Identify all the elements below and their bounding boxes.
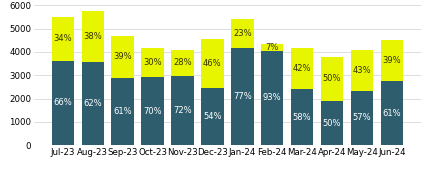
Text: 62%: 62% (83, 99, 102, 108)
Bar (291, 89, 313, 145)
Bar (351, 50, 373, 91)
Bar (261, 44, 283, 51)
Bar (142, 78, 164, 145)
Bar (171, 50, 194, 76)
Text: 30%: 30% (143, 58, 162, 67)
Text: 39%: 39% (113, 52, 132, 61)
Bar (171, 76, 194, 145)
Text: 50%: 50% (323, 74, 341, 83)
Text: 50%: 50% (323, 118, 341, 127)
Bar (261, 51, 283, 145)
Bar (321, 101, 343, 145)
Text: 72%: 72% (173, 106, 192, 115)
Bar (142, 48, 164, 78)
Text: 43%: 43% (353, 66, 371, 75)
Bar (201, 39, 224, 88)
Bar (291, 48, 313, 89)
Text: 7%: 7% (266, 43, 279, 52)
Text: 42%: 42% (293, 64, 312, 73)
Text: 77%: 77% (233, 92, 252, 101)
Bar (111, 36, 134, 78)
Bar (51, 61, 74, 145)
Bar (231, 19, 254, 48)
Text: 70%: 70% (143, 107, 162, 116)
Text: 39%: 39% (382, 56, 401, 65)
Text: 28%: 28% (173, 58, 192, 67)
Bar (111, 78, 134, 145)
Text: 23%: 23% (233, 29, 252, 38)
Text: 57%: 57% (353, 113, 371, 122)
Bar (381, 40, 403, 81)
Bar (231, 48, 254, 145)
Bar (201, 88, 224, 145)
Text: 61%: 61% (113, 107, 132, 116)
Text: 34%: 34% (54, 34, 72, 43)
Text: 58%: 58% (293, 113, 312, 122)
Text: 46%: 46% (203, 59, 222, 68)
Bar (51, 17, 74, 61)
Text: 66%: 66% (54, 98, 72, 107)
Text: 38%: 38% (83, 32, 102, 41)
Bar (351, 91, 373, 145)
Bar (82, 11, 104, 62)
Bar (381, 81, 403, 145)
Bar (82, 62, 104, 145)
Text: 61%: 61% (382, 109, 401, 118)
Bar (321, 57, 343, 101)
Text: 93%: 93% (263, 93, 282, 102)
Text: 54%: 54% (203, 112, 222, 121)
